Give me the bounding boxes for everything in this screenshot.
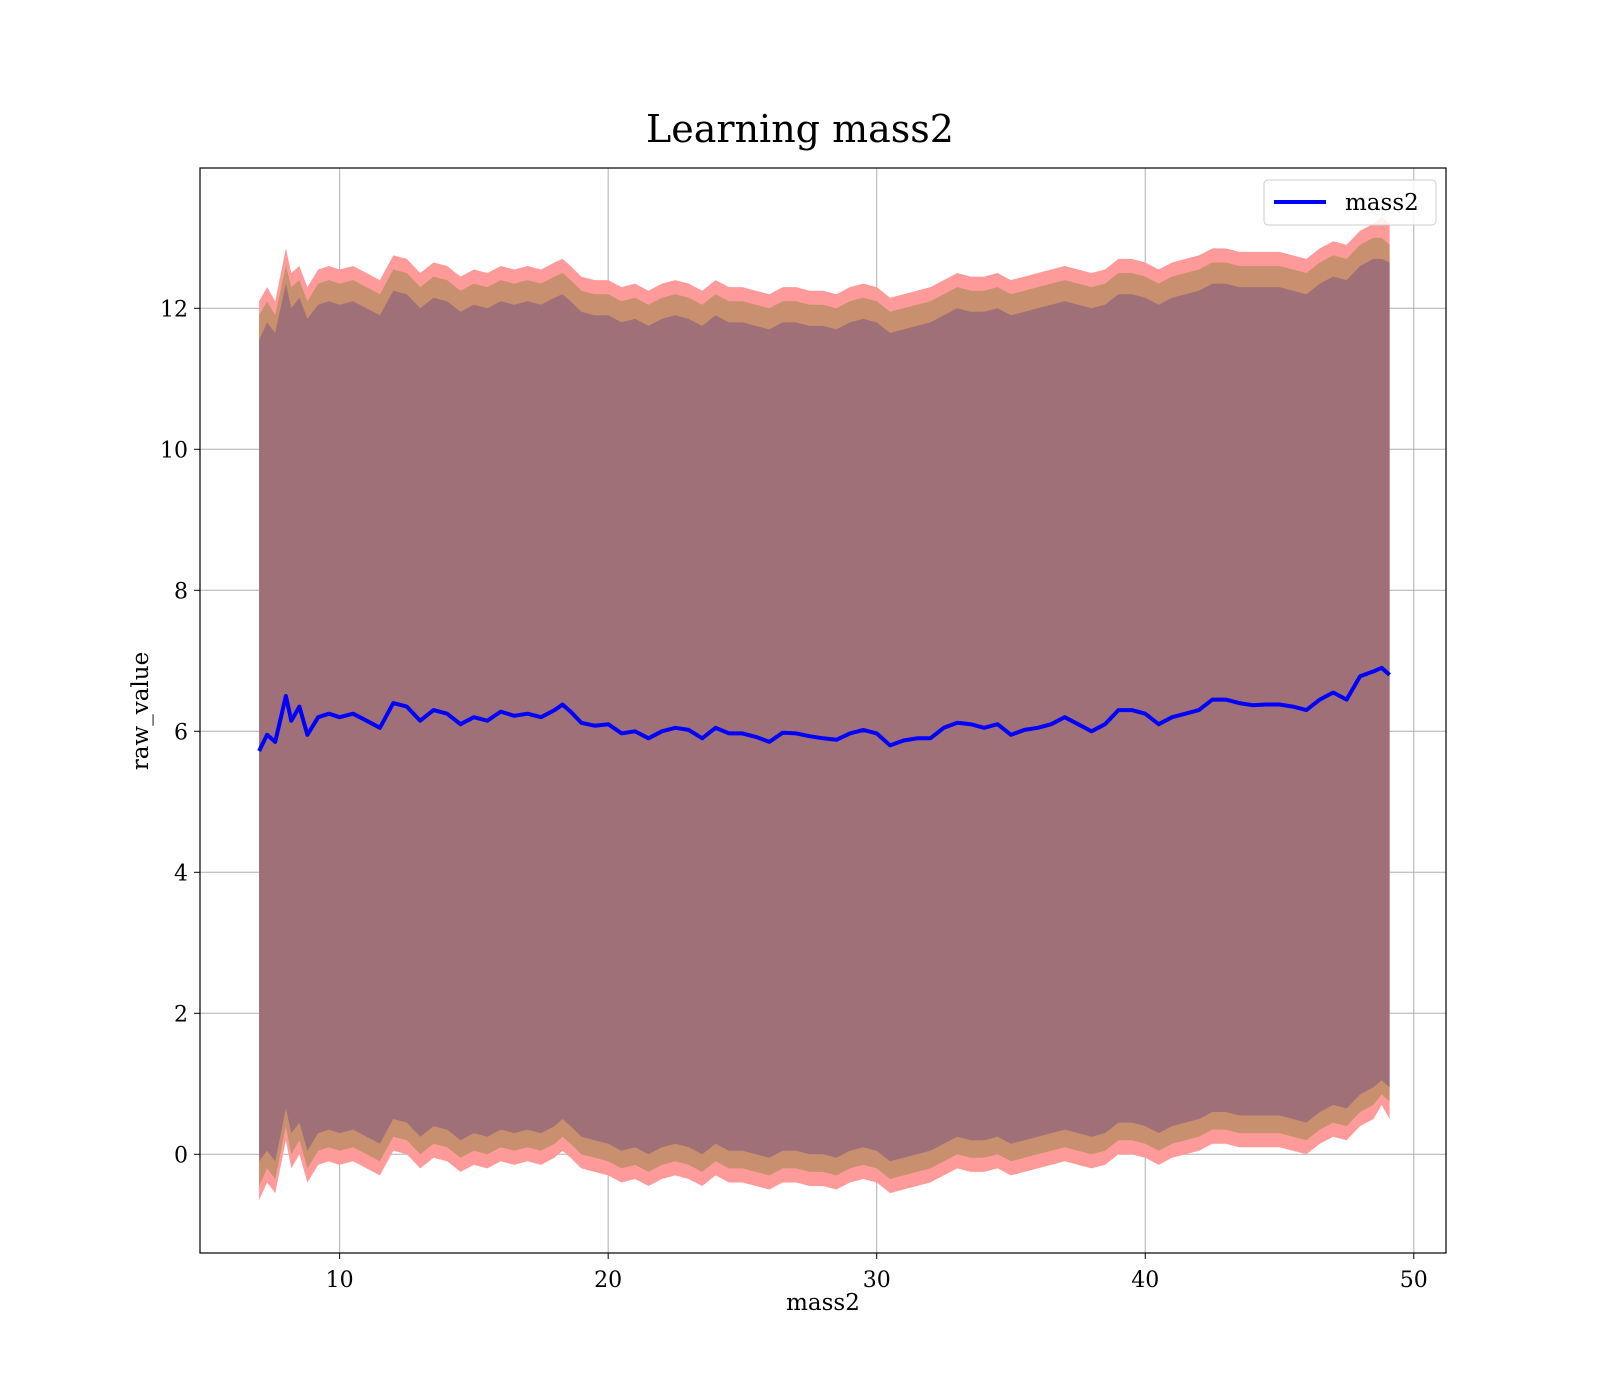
y-tick-label: 0 bbox=[174, 1143, 188, 1168]
y-tick-label: 2 bbox=[174, 1002, 188, 1027]
plot-frame bbox=[199, 167, 1447, 1254]
legend-label: mass2 bbox=[1345, 190, 1419, 216]
legend: mass2 bbox=[1263, 179, 1437, 226]
x-axis-label: mass2 bbox=[786, 1290, 860, 1316]
x-tick-label: 20 bbox=[594, 1268, 622, 1293]
legend-box bbox=[1263, 179, 1437, 226]
x-tick-label: 10 bbox=[326, 1268, 354, 1293]
series-line-mass2 bbox=[257, 665, 1391, 752]
band-inner bbox=[259, 258, 1390, 1162]
x-tick-label: 30 bbox=[863, 1268, 891, 1293]
x-tick-label: 50 bbox=[1400, 1268, 1428, 1293]
y-tick-label: 8 bbox=[174, 579, 188, 604]
y-tick-label: 12 bbox=[160, 297, 188, 322]
series-lines bbox=[257, 665, 1391, 752]
y-tick-label: 10 bbox=[160, 438, 188, 463]
y-axis-label: raw_value bbox=[128, 652, 154, 770]
chart-title: Learning mass2 bbox=[646, 107, 954, 151]
y-tick-label: 4 bbox=[174, 861, 188, 886]
y-tick-label: 6 bbox=[174, 720, 188, 745]
confidence-bands bbox=[259, 216, 1390, 1201]
axis-ticks: 10 20 30 40 50 0 2 4 6 8 10 12 bbox=[160, 297, 1428, 1293]
x-tick-label: 40 bbox=[1131, 1268, 1159, 1293]
